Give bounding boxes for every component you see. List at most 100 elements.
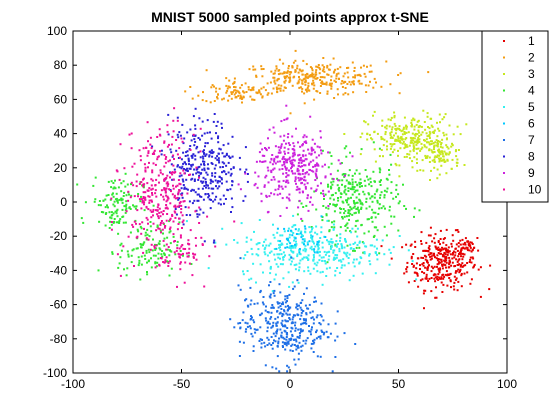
data-point <box>318 146 321 149</box>
data-point <box>442 241 445 244</box>
data-point <box>268 260 271 263</box>
data-point <box>207 167 210 170</box>
data-point <box>327 151 330 154</box>
data-point <box>349 188 352 190</box>
data-point <box>270 70 273 73</box>
data-point <box>228 86 231 89</box>
data-point <box>345 240 347 243</box>
data-point <box>353 249 356 252</box>
data-point <box>422 109 425 112</box>
data-point <box>246 322 249 325</box>
data-point <box>347 209 350 212</box>
data-point <box>176 153 179 156</box>
data-point <box>190 155 193 157</box>
data-point <box>199 156 202 159</box>
data-point <box>310 245 313 248</box>
data-point <box>358 181 361 184</box>
data-point <box>316 355 319 358</box>
data-point <box>284 75 287 78</box>
data-point <box>176 184 179 187</box>
data-point <box>412 146 415 149</box>
data-point <box>446 274 449 277</box>
data-point <box>286 243 289 246</box>
data-point <box>316 145 319 148</box>
data-point <box>307 89 310 92</box>
data-point <box>119 218 122 221</box>
data-point <box>166 130 169 133</box>
data-point <box>178 221 181 224</box>
data-point <box>357 211 360 214</box>
data-point <box>252 350 255 352</box>
data-point <box>165 187 168 190</box>
data-point <box>265 174 268 177</box>
data-point <box>280 336 283 339</box>
data-point <box>438 113 441 116</box>
data-point <box>163 254 166 256</box>
data-point <box>337 197 339 199</box>
data-point <box>174 171 177 173</box>
data-point <box>128 133 131 136</box>
data-point <box>252 65 255 68</box>
data-point <box>297 71 300 74</box>
data-point <box>251 253 254 256</box>
data-point <box>287 65 290 67</box>
data-point <box>163 244 166 247</box>
data-point <box>309 196 312 199</box>
data-point <box>298 153 301 156</box>
data-point <box>218 185 221 188</box>
data-point <box>329 247 332 250</box>
data-point <box>208 154 211 157</box>
data-point <box>423 139 425 142</box>
data-point <box>229 174 232 177</box>
data-point <box>343 246 346 249</box>
data-point <box>297 80 300 83</box>
data-point <box>384 131 387 133</box>
data-point <box>164 158 167 160</box>
data-point <box>437 262 440 265</box>
data-point <box>178 147 181 150</box>
data-point <box>305 135 308 138</box>
data-point <box>306 194 309 197</box>
data-point <box>280 145 283 148</box>
data-point <box>282 172 285 175</box>
data-point <box>398 128 401 131</box>
data-point <box>293 236 296 239</box>
data-point <box>195 258 198 261</box>
data-point <box>338 179 341 182</box>
data-point <box>304 318 307 321</box>
data-point <box>287 304 289 307</box>
data-point <box>94 176 97 179</box>
data-point <box>428 161 431 163</box>
data-point <box>336 184 339 187</box>
data-point <box>457 230 460 233</box>
data-point <box>417 138 420 141</box>
data-point <box>171 215 174 217</box>
data-point <box>278 149 281 152</box>
data-point <box>390 191 393 194</box>
data-point <box>432 267 435 270</box>
data-point <box>297 352 300 355</box>
data-point <box>308 226 311 229</box>
data-point <box>222 194 225 197</box>
data-point <box>455 161 458 164</box>
data-point <box>389 119 392 122</box>
data-point <box>284 298 287 301</box>
data-point <box>276 79 279 82</box>
data-point <box>220 122 223 125</box>
data-point <box>147 248 150 251</box>
data-point <box>342 81 345 84</box>
data-point <box>434 256 436 259</box>
data-point <box>115 192 118 195</box>
data-point <box>330 186 333 189</box>
data-point <box>216 187 219 190</box>
data-point <box>273 157 276 160</box>
data-point <box>398 164 401 167</box>
data-point <box>313 300 316 303</box>
data-point <box>269 272 272 275</box>
data-point <box>260 68 263 71</box>
data-point <box>321 81 324 84</box>
data-point <box>431 159 434 162</box>
data-point <box>330 85 333 88</box>
data-point <box>249 95 252 98</box>
data-point <box>302 155 305 158</box>
